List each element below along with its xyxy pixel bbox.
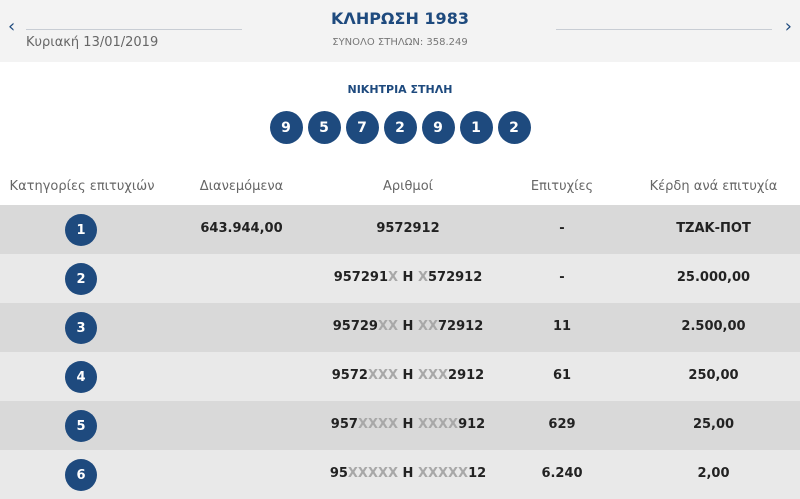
masked-part: XXXX — [417, 417, 459, 432]
draw-title: ΚΛΗΡΩΣΗ 1983 — [331, 9, 469, 28]
header-prize: Κέρδη ανά επιτυχία — [649, 179, 778, 194]
table-row: 1 643.944,00 9572912 - ΤΖΑΚ-ΠΟΤ — [0, 205, 800, 254]
prev-draw-chevron-left-icon[interactable]: ‹ — [8, 16, 16, 37]
table-row: 4 9572XXX Η XXX2912 61 250,00 — [0, 352, 800, 401]
masked-part: X — [417, 270, 428, 285]
numbers-part: 957 — [330, 417, 358, 432]
numbers-pattern: 95XXXXX Η XXXXX12 — [319, 466, 497, 481]
masked-part: XXXX — [357, 417, 399, 432]
masked-part: X — [388, 270, 399, 285]
category-badge: 6 — [65, 459, 97, 491]
numbers-part: 12 — [468, 466, 487, 481]
or-separator: Η — [398, 319, 418, 334]
numbers-part: 2912 — [448, 368, 485, 383]
numbers-part: 9572 — [331, 368, 368, 383]
category-badge: 2 — [65, 263, 97, 295]
or-separator: Η — [398, 368, 418, 383]
table-row: 5 957XXXX Η XXXX912 629 25,00 — [0, 401, 800, 450]
winning-label: ΝΙΚΗΤΡΙΑ ΣΤΗΛΗ — [347, 83, 453, 96]
masked-part: XXXXX — [417, 466, 469, 481]
prize-per-winner: 250,00 — [688, 368, 739, 383]
winners-count: 629 — [548, 417, 576, 432]
numbers-part: 95 — [329, 466, 348, 481]
total-columns: ΣΥΝΟΛΟ ΣΤΗΛΩΝ: 358.249 — [332, 37, 468, 48]
category-badge: 5 — [65, 410, 97, 442]
numbers-pattern: 957291X Η X572912 — [319, 270, 497, 285]
distributed-amount: 643.944,00 — [200, 221, 283, 236]
prize-per-winner: 2,00 — [697, 466, 730, 481]
divider — [556, 29, 772, 30]
numbers-pattern: 95729XX Η XX72912 — [319, 319, 497, 334]
number-ball: 1 — [459, 111, 493, 144]
number-ball: 9 — [269, 111, 303, 144]
table-row: 3 95729XX Η XX72912 11 2.500,00 — [0, 303, 800, 352]
divider — [26, 29, 242, 30]
masked-part: XXXXX — [347, 466, 399, 481]
table-header: Κατηγορίες επιτυχιών Διανεμόμενα Αριθμοί… — [0, 170, 800, 205]
prize-per-winner: ΤΖΑΚ-ΠΟΤ — [676, 221, 751, 236]
winners-count: - — [559, 221, 565, 236]
numbers-part: 572912 — [428, 270, 483, 285]
masked-part: XX — [377, 319, 399, 334]
header-distributed: Διανεμόμενα — [199, 179, 284, 194]
header-winners: Επιτυχίες — [530, 179, 594, 194]
prize-per-winner: 2.500,00 — [681, 319, 746, 334]
or-separator: Η — [398, 270, 418, 285]
prize-per-winner: 25,00 — [692, 417, 735, 432]
category-badge: 3 — [65, 312, 97, 344]
next-draw-chevron-right-icon[interactable]: › — [784, 16, 792, 37]
numbers-pattern: 957XXXX Η XXXX912 — [319, 417, 497, 432]
numbers-pattern: 9572XXX Η XXX2912 — [319, 368, 497, 383]
header-numbers: Αριθμοί — [382, 179, 434, 194]
prize-per-winner: 25.000,00 — [676, 270, 751, 285]
numbers-part: 957291 — [333, 270, 388, 285]
number-ball: 9 — [421, 111, 455, 144]
numbers-part: 72912 — [438, 319, 484, 334]
winners-count: 61 — [552, 368, 572, 383]
masked-part: XX — [417, 319, 439, 334]
draw-date: Κυριακή 13/01/2019 — [26, 35, 159, 50]
number-ball: 2 — [383, 111, 417, 144]
draw-header: ‹ › Κυριακή 13/01/2019 ΚΛΗΡΩΣΗ 1983 ΣΥΝΟ… — [0, 0, 800, 62]
winners-count: 11 — [552, 319, 572, 334]
or-separator: Η — [398, 417, 418, 432]
winners-count: 6.240 — [541, 466, 583, 481]
number-ball: 5 — [307, 111, 341, 144]
number-ball: 2 — [497, 111, 531, 144]
numbers-part: 9572912 — [376, 221, 440, 236]
category-badge: 1 — [65, 214, 97, 246]
masked-part: XXX — [417, 368, 449, 383]
header-categories: Κατηγορίες επιτυχιών — [9, 179, 155, 194]
category-badge: 4 — [65, 361, 97, 393]
numbers-pattern: 9572912 — [319, 221, 497, 236]
numbers-part: 912 — [458, 417, 486, 432]
table-row: 6 95XXXXX Η XXXXX12 6.240 2,00 — [0, 450, 800, 499]
or-separator: Η — [398, 466, 418, 481]
numbers-part: 95729 — [332, 319, 378, 334]
number-ball: 7 — [345, 111, 379, 144]
winning-numbers: 9 5 7 2 9 1 2 — [0, 111, 800, 144]
table-row: 2 957291X Η X572912 - 25.000,00 — [0, 254, 800, 303]
winners-count: - — [559, 270, 565, 285]
masked-part: XXX — [367, 368, 399, 383]
